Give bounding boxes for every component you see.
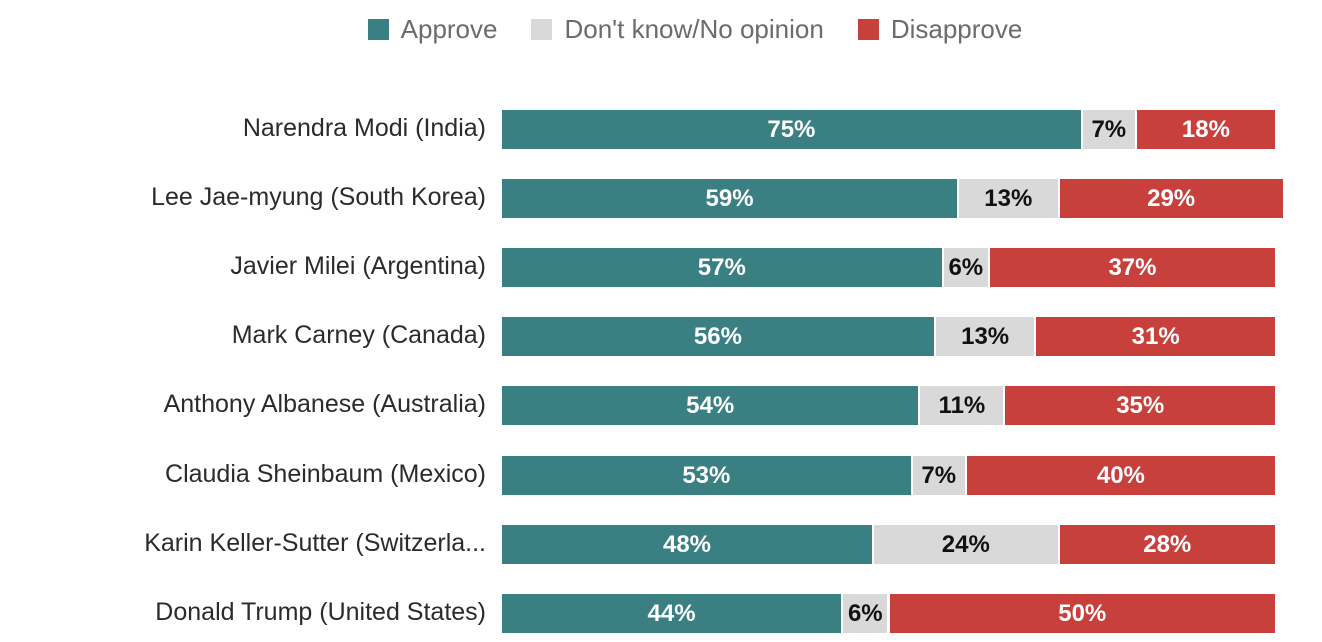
data-label-disapprove: 31% bbox=[1131, 322, 1180, 350]
bar-disapprove: 29% bbox=[1059, 179, 1283, 218]
category-label: Narendra Modi (India) bbox=[242, 114, 486, 142]
bar-approve: 57% bbox=[502, 248, 942, 287]
legend: Approve Don't know/No opinion Disapprove bbox=[0, 14, 1322, 45]
data-label-approve: 75% bbox=[767, 115, 816, 143]
legend-item-dont-know: Don't know/No opinion bbox=[531, 14, 824, 45]
bar-approve: 56% bbox=[502, 317, 934, 356]
data-label-approve: 59% bbox=[705, 184, 754, 212]
data-label-dont-know: 24% bbox=[941, 530, 990, 558]
category-label: Anthony Albanese (Australia) bbox=[163, 390, 486, 418]
data-label-disapprove: 35% bbox=[1116, 391, 1165, 419]
data-label-dont-know: 13% bbox=[961, 322, 1010, 350]
data-label-approve: 53% bbox=[682, 461, 731, 489]
legend-label-dont-know: Don't know/No opinion bbox=[564, 14, 824, 44]
legend-label-approve: Approve bbox=[400, 14, 498, 44]
legend-swatch-disapprove bbox=[857, 19, 879, 40]
category-label: Javier Milei (Argentina) bbox=[230, 252, 486, 280]
legend-swatch-approve bbox=[367, 19, 389, 40]
bar-dont-know: 6% bbox=[843, 594, 888, 633]
data-label-disapprove: 18% bbox=[1181, 115, 1230, 143]
bar-dont-know: 24% bbox=[874, 525, 1058, 564]
category-label: Claudia Sheinbaum (Mexico) bbox=[165, 460, 486, 488]
data-label-disapprove: 37% bbox=[1108, 253, 1157, 281]
legend-label-disapprove: Disapprove bbox=[890, 14, 1023, 44]
bar-disapprove: 40% bbox=[966, 456, 1275, 495]
bar-dont-know: 13% bbox=[959, 179, 1058, 218]
category-label: Donald Trump (United States) bbox=[155, 598, 486, 626]
bar-dont-know: 7% bbox=[912, 456, 965, 495]
bar-dont-know: 13% bbox=[935, 317, 1035, 356]
bar-disapprove: 18% bbox=[1136, 110, 1275, 149]
legend-swatch-dont-know bbox=[531, 19, 553, 40]
data-label-dont-know: 13% bbox=[984, 184, 1033, 212]
bar-dont-know: 11% bbox=[920, 386, 1004, 425]
data-label-dont-know: 11% bbox=[938, 391, 986, 419]
bar-disapprove: 35% bbox=[1005, 386, 1275, 425]
bar-disapprove: 31% bbox=[1036, 317, 1275, 356]
category-label: Lee Jae-myung (South Korea) bbox=[151, 183, 486, 211]
bar-approve: 44% bbox=[502, 594, 842, 633]
data-label-disapprove: 29% bbox=[1147, 184, 1196, 212]
bar-approve: 54% bbox=[502, 386, 919, 425]
bar-dont-know: 7% bbox=[1082, 110, 1135, 149]
bar-disapprove: 50% bbox=[889, 594, 1275, 633]
data-label-dont-know: 6% bbox=[847, 599, 883, 627]
bar-approve: 75% bbox=[502, 110, 1081, 149]
data-label-disapprove: 28% bbox=[1143, 530, 1192, 558]
data-label-approve: 57% bbox=[697, 253, 746, 281]
data-label-approve: 54% bbox=[686, 391, 735, 419]
bar-approve: 59% bbox=[502, 179, 958, 218]
data-label-disapprove: 40% bbox=[1096, 461, 1145, 489]
category-label: Karin Keller-Sutter (Switzerla... bbox=[144, 529, 486, 557]
legend-item-approve: Approve bbox=[367, 14, 498, 45]
data-label-approve: 44% bbox=[647, 599, 696, 627]
bar-approve: 53% bbox=[502, 456, 911, 495]
bar-disapprove: 37% bbox=[989, 248, 1275, 287]
data-label-disapprove: 50% bbox=[1058, 599, 1107, 627]
data-label-approve: 48% bbox=[662, 530, 712, 558]
bar-approve: 48% bbox=[502, 525, 873, 564]
data-label-dont-know: 7% bbox=[921, 461, 957, 489]
legend-item-disapprove: Disapprove bbox=[857, 14, 1023, 45]
data-label-dont-know: 6% bbox=[948, 253, 984, 281]
data-label-approve: 56% bbox=[693, 322, 742, 350]
bar-disapprove: 28% bbox=[1059, 525, 1275, 564]
bar-dont-know: 6% bbox=[943, 248, 988, 287]
data-label-dont-know: 7% bbox=[1091, 115, 1127, 143]
category-label: Mark Carney (Canada) bbox=[231, 321, 486, 349]
